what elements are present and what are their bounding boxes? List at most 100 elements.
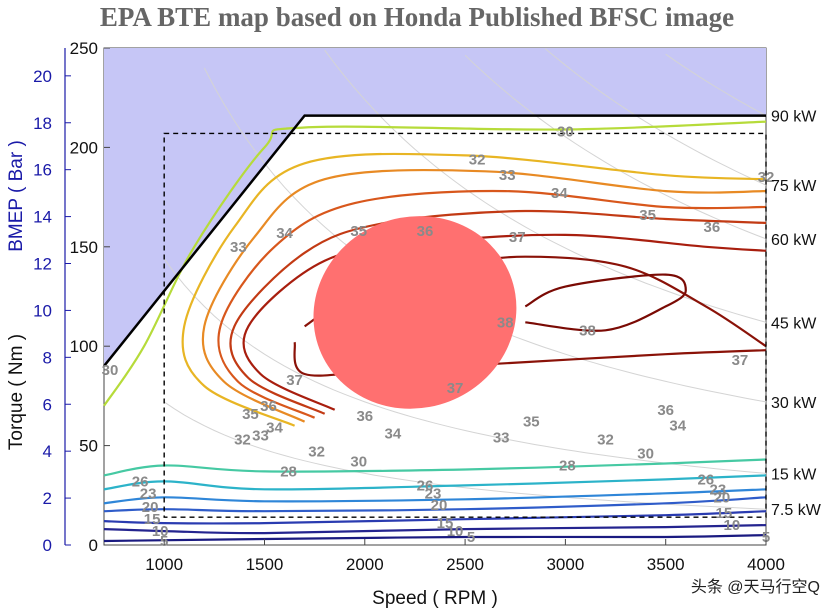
bmep-tick-label: 12	[33, 255, 52, 274]
contour-label: 34	[551, 185, 568, 202]
contour-label: 26	[697, 471, 714, 488]
bmep-tick-label: 0	[43, 536, 52, 555]
contour-label: 36	[657, 402, 674, 419]
peak-efficiency-highlight	[313, 216, 517, 409]
contour-label: 20	[431, 497, 448, 514]
y-tick-label: 150	[70, 238, 98, 257]
bmep-tick-label: 6	[43, 395, 52, 414]
contour-label: 30	[557, 123, 574, 140]
x-tick-label: 2500	[446, 555, 484, 574]
contour-label: 38	[497, 314, 514, 331]
contour-label: 33	[493, 430, 510, 447]
contour-label: 36	[703, 219, 720, 236]
contour-label: 15	[437, 515, 454, 532]
contour-15	[103, 510, 767, 525]
contour-label: 34	[385, 426, 402, 443]
contour-30	[103, 120, 767, 407]
x-tick-label: 3000	[546, 555, 584, 574]
contour-label: 30	[350, 454, 367, 471]
contour-34	[217, 189, 767, 419]
wot-torque-line	[103, 114, 766, 367]
bmep-tick-label: 4	[43, 442, 52, 461]
contour-32	[181, 152, 767, 427]
contour-label: 28	[559, 457, 576, 474]
x-axis-label: Speed ( RPM )	[372, 588, 498, 609]
contour-label: 35	[523, 414, 540, 431]
contour-label: 33	[252, 428, 269, 445]
contour-label: 15	[716, 505, 733, 522]
contour-label: 23	[710, 481, 727, 498]
y-tick-label: 250	[70, 39, 98, 58]
contour-label: 28	[280, 463, 297, 480]
axes: 1000 1500 2000 2500 3000 3500 4000050100150200…	[33, 39, 822, 574]
x-tick-label: 1500	[246, 555, 284, 574]
contour-38	[524, 273, 687, 332]
bmep-tick-label: 8	[43, 348, 52, 367]
contour-label: 30	[637, 446, 654, 463]
y-tick-label: 200	[70, 138, 98, 157]
test-boundary-box	[163, 132, 767, 518]
bmep-tick-label: 10	[33, 301, 52, 320]
contour-label: 32	[308, 444, 325, 461]
bmep-tick-label: 14	[33, 208, 52, 227]
contour-label: 37	[447, 380, 464, 397]
power-label: 90 kW	[771, 109, 817, 126]
contour-35	[229, 209, 767, 415]
contour-23	[103, 488, 767, 505]
y-tick-label: 50	[79, 437, 98, 456]
contour-label: 30	[102, 362, 119, 379]
y-tick-label: 0	[89, 536, 98, 555]
efficiency-contours	[103, 120, 767, 543]
contour-label: 34	[669, 418, 686, 435]
contour-5	[103, 534, 767, 543]
contour-label: 35	[350, 223, 367, 240]
contour-label: 20	[142, 499, 159, 516]
contour-label: 33	[230, 239, 247, 256]
contour-26	[103, 474, 767, 491]
power-label: 7.5 kW	[771, 502, 822, 519]
power-label: 15 kW	[771, 466, 817, 483]
contour-20	[103, 496, 767, 513]
chart-title: EPA BTE map based on Honda Published BFS…	[100, 2, 734, 32]
y-tick-label: 100	[70, 337, 98, 356]
bmep-tick-label: 2	[43, 489, 52, 508]
x-tick-label: 2000	[346, 555, 384, 574]
power-label: 75 kW	[771, 178, 817, 195]
contour-label: 5	[467, 529, 475, 546]
contour-label: 10	[152, 523, 169, 540]
power-label: 30 kW	[771, 395, 817, 412]
x-tick-label: 3500	[647, 555, 685, 574]
contour-label: 35	[242, 406, 259, 423]
contour-label: 32	[597, 432, 614, 449]
contour-label: 20	[714, 489, 731, 506]
power-label: 45 kW	[771, 315, 817, 332]
contour-28	[103, 458, 767, 477]
contour-label: 23	[140, 485, 157, 502]
contour-label: 37	[286, 372, 303, 389]
contour-label: 37	[509, 229, 526, 246]
contour-33	[201, 168, 767, 423]
contour-label: 36	[260, 398, 277, 415]
contour-label: 32	[758, 169, 775, 186]
contour-label: 37	[732, 352, 749, 369]
contour-label: 26	[132, 473, 149, 490]
watermark: 头条 @天马行空Q	[691, 578, 820, 596]
contour-label: 15	[144, 511, 161, 528]
x-tick-label: 4000	[747, 555, 785, 574]
contour-label: 36	[417, 223, 434, 240]
power-curve	[665, 53, 767, 117]
power-curve	[464, 54, 767, 240]
contour-10	[103, 524, 767, 535]
contour-label: 36	[356, 408, 373, 425]
contour-label: 33	[499, 167, 516, 184]
power-label: 60 kW	[771, 232, 817, 249]
contour-label: 34	[276, 225, 293, 242]
torque-axis-label: Torque ( Nm )	[6, 334, 27, 450]
bmep-tick-label: 18	[33, 114, 52, 133]
contour-label: 34	[266, 420, 283, 437]
contour-label: 23	[425, 485, 442, 502]
contour-label: 32	[234, 432, 251, 449]
bmep-tick-label: 20	[33, 67, 52, 86]
contour-label: 35	[639, 207, 656, 224]
